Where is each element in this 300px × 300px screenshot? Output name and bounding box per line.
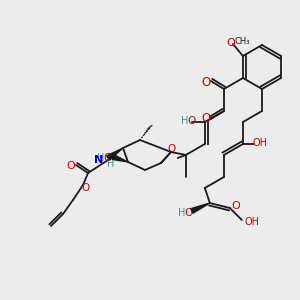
Text: O: O [188, 116, 196, 126]
Text: CH₃: CH₃ [234, 37, 250, 46]
Text: O: O [226, 38, 235, 48]
Text: O: O [67, 161, 75, 171]
Text: OH: OH [252, 138, 267, 148]
Polygon shape [106, 148, 123, 160]
Text: O: O [104, 153, 112, 163]
Polygon shape [112, 154, 128, 162]
Text: O: O [232, 201, 240, 211]
Text: OH: OH [244, 217, 259, 227]
Text: O: O [201, 112, 211, 124]
Text: H: H [97, 153, 105, 163]
Text: O: O [185, 208, 193, 218]
Text: O: O [201, 76, 211, 88]
Text: O: O [167, 144, 175, 154]
Text: H: H [107, 159, 115, 169]
Text: N: N [94, 155, 103, 165]
Text: H: H [178, 208, 185, 218]
Text: H: H [181, 116, 188, 126]
Text: O: O [81, 183, 89, 193]
Polygon shape [191, 203, 210, 213]
